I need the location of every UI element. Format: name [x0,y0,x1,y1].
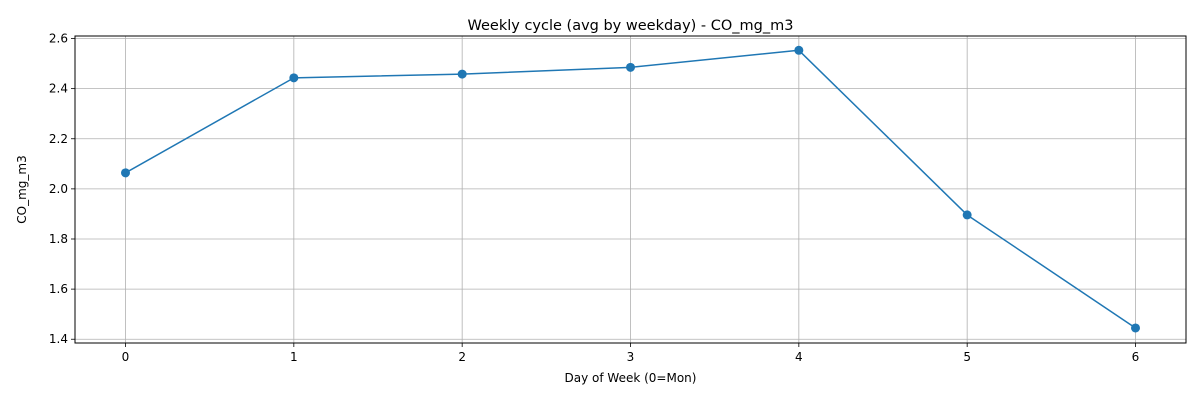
x-axis-label: Day of Week (0=Mon) [565,371,697,385]
data-point [1131,323,1140,333]
data-point [794,45,804,55]
y-tick-label: 2.0 [49,182,68,196]
y-axis-label: CO_mg_m3 [15,155,29,223]
y-tick-label: 2.2 [49,132,68,146]
x-tick-label: 5 [963,350,971,364]
data-point [121,168,130,178]
data-point [962,210,972,220]
ticks: 0 1 2 3 4 5 6 1.4 1.6 1.8 2.0 2.2 2.4 2.6 [49,32,1139,364]
x-tick-label: 3 [627,350,635,364]
grid [75,36,1186,343]
y-tick-label: 1.6 [49,282,68,296]
x-tick-label: 0 [122,350,130,364]
chart-title: Weekly cycle (avg by weekday) - CO_mg_m3 [468,18,794,34]
y-tick-label: 2.4 [49,82,68,96]
x-tick-label: 1 [290,350,298,364]
series-layer [121,45,1140,333]
x-tick-label: 2 [458,350,466,364]
data-point [289,73,299,83]
x-tick-label: 4 [795,350,803,364]
data-point [626,62,635,72]
y-tick-label: 1.8 [49,232,68,246]
x-tick-label: 6 [1132,350,1140,364]
data-point [457,69,467,79]
y-tick-label: 1.4 [49,332,68,346]
y-tick-label: 2.6 [49,32,68,46]
